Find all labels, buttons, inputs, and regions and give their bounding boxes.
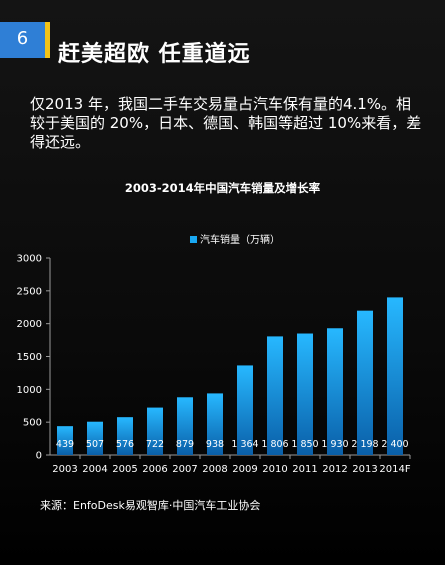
bar [297,333,313,455]
bar [237,365,253,455]
x-tick-label: 2008 [202,464,227,475]
bar-value-label: 879 [176,439,194,450]
y-tick-label: 0 [36,451,42,462]
bar-value-label: 507 [86,439,104,450]
bar-value-label: 576 [116,439,134,450]
x-tick-label: 2011 [292,464,317,475]
y-tick-label: 2000 [17,319,42,330]
slide-body-text: 仅2013 年，我国二手车交易量占汽车保有量的4.1%。相较于美国的 20%，日… [30,95,422,151]
chart-axes [46,257,411,459]
y-tick-label: 500 [23,418,42,429]
bar [147,407,163,455]
slide-number-badge: 6 [0,22,50,58]
x-tick-label: 2005 [112,464,137,475]
x-tick-label: 2012 [322,464,347,475]
bar-value-label: 1 806 [261,439,288,450]
x-tick-label: 2003 [52,464,77,475]
x-tick-label: 2013 [352,464,377,475]
bar-value-label: 439 [56,439,74,450]
bar-value-label: 1 930 [321,439,348,450]
bar [207,393,223,455]
x-tick-label: 2004 [82,464,107,475]
chart-tick-labels: 0 500 1000 1500 2000 2500 3000 2003 2004 2005 2006… [17,254,411,476]
bar [387,297,403,455]
chart-value-labels: 439 507 576 722 879 938 1 364 1 806 1 850 1 930 2 … [56,439,409,450]
legend-label: 汽车销量（万辆） [200,235,280,246]
chart-legend: 汽车销量（万辆） [190,231,280,246]
bar-value-label: 938 [206,439,224,450]
x-tick-label: 2009 [232,464,257,475]
bar [87,421,103,455]
chart-bars [57,297,403,455]
slide-title: 赶美超欧 任重道远 [58,42,251,67]
x-tick-label: 2010 [262,464,287,475]
bar-value-label: 722 [146,439,164,450]
chart-title: 2003-2014年中国汽车销量及增长率 [124,181,321,195]
x-tick-label: 2007 [172,464,197,475]
y-tick-label: 1500 [17,352,42,363]
x-tick-label: 2014F [379,464,410,475]
bar-value-label: 2 198 [351,439,378,450]
bar [327,328,343,455]
y-tick-label: 3000 [17,254,42,265]
bar [57,426,73,455]
bar [267,336,283,455]
bar-value-label: 2 400 [381,439,408,450]
y-tick-label: 2500 [17,286,42,297]
bar [357,310,373,455]
bar [177,397,193,455]
bar-value-label: 1 850 [291,439,318,450]
x-tick-label: 2006 [142,464,167,475]
legend-swatch [190,236,197,243]
slide-number: 6 [16,28,29,49]
y-tick-label: 1000 [17,385,42,396]
bar [117,417,133,455]
bar-value-label: 1 364 [231,439,258,450]
source-note: 来源：EnfoDesk易观智库·中国汽车工业协会 [40,499,261,512]
